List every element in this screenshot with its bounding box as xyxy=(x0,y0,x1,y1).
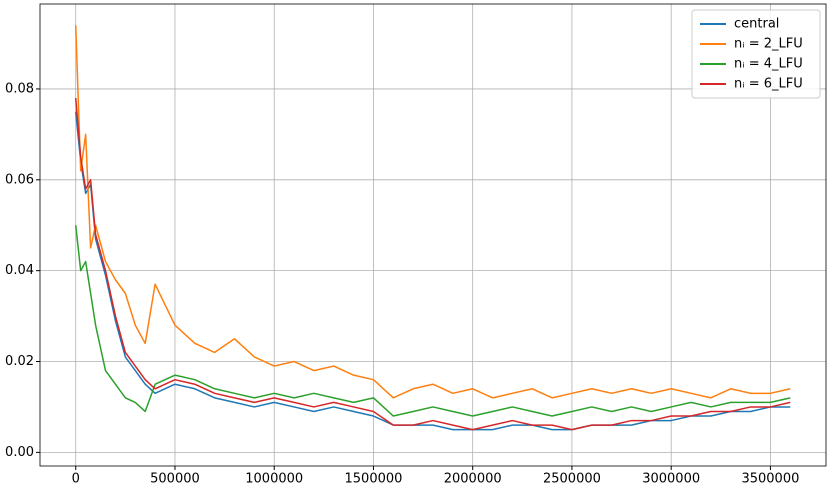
x-tick-label: 1000000 xyxy=(245,472,303,486)
x-tick-label: 2000000 xyxy=(444,472,502,486)
y-tick-label: 0.04 xyxy=(5,263,34,278)
y-tick-label: 0.00 xyxy=(5,445,34,460)
series-line xyxy=(74,225,791,417)
legend-box xyxy=(691,9,821,99)
legend-label: nᵢ = 6_LFU xyxy=(734,77,803,92)
x-tick-label: 0 xyxy=(72,472,80,486)
plot-frame xyxy=(39,3,827,467)
legend: central nᵢ = 2_LFU nᵢ = 4_LFU nᵢ = 6_LFU xyxy=(691,9,821,99)
x-tick-label: 3500000 xyxy=(741,472,799,486)
legend-label: nᵢ = 2_LFU xyxy=(734,37,803,52)
legend-label: nᵢ = 4_LFU xyxy=(734,57,803,72)
series-line xyxy=(74,25,791,399)
legend-label: central xyxy=(734,17,779,32)
x-tick-label: 2500000 xyxy=(543,472,601,486)
series-line xyxy=(74,97,791,431)
y-tick-label: 0.08 xyxy=(5,81,34,96)
x-tick-label: 1500000 xyxy=(345,472,403,486)
x-tick-label: 3000000 xyxy=(642,472,700,486)
y-tick-label: 0.06 xyxy=(5,172,34,187)
x-tick-label: 500000 xyxy=(150,472,200,486)
y-tick-label: 0.02 xyxy=(5,354,34,369)
